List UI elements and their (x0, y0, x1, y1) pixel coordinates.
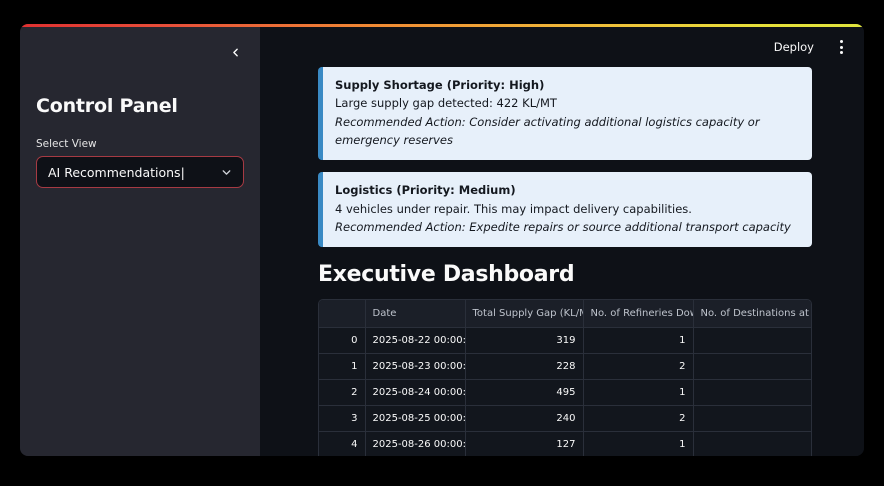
cell-destinations-high (693, 405, 811, 432)
column-header-supply-gap[interactable]: Total Supply Gap (KL/MT) (465, 300, 584, 328)
alert-title: Supply Shortage (Priority: High) (335, 78, 545, 92)
cell-refineries-down: 1 (583, 327, 694, 354)
cell-date: 2025-08-24 00:00:00 (365, 379, 466, 406)
accent-gradient-bar (20, 24, 864, 27)
alert-recommended-action: Recommended Action: Expedite repairs or … (335, 220, 791, 235)
menu-dot (839, 45, 843, 49)
table-row[interactable]: 4 2025-08-26 00:00:00 127 1 (319, 431, 811, 456)
cell-supply-gap: 228 (465, 353, 584, 380)
cell-destinations-high (693, 379, 811, 406)
menu-dot (839, 40, 843, 43)
cell-refineries-down: 2 (583, 405, 694, 432)
main-toolbar: Deploy (260, 27, 864, 67)
cell-date: 2025-08-26 00:00:00 (365, 431, 466, 456)
column-header-refineries-down[interactable]: No. of Refineries Down (583, 300, 694, 328)
table-row[interactable]: 1 2025-08-23 00:00:00 228 2 (319, 353, 811, 380)
alert-recommended-action: Recommended Action: Consider activating … (335, 114, 760, 148)
select-view-text: AI Recommendations (48, 164, 181, 180)
sidebar-collapse-button[interactable] (222, 39, 248, 65)
window-body: Control Panel Select View AI Recommendat… (20, 27, 864, 456)
table-body: 0 2025-08-22 00:00:00 319 1 1 2025-08-23… (319, 327, 811, 456)
select-view-value: AI Recommendations| (48, 165, 214, 180)
column-header-index[interactable] (319, 300, 366, 328)
cell-index: 1 (319, 353, 366, 380)
alert-detail: Large supply gap detected: 422 KL/MT (335, 96, 557, 111)
menu-dot (839, 51, 843, 54)
cell-date: 2025-08-23 00:00:00 (365, 353, 466, 380)
app-window: Control Panel Select View AI Recommendat… (20, 24, 864, 456)
table-row[interactable]: 0 2025-08-22 00:00:00 319 1 (319, 327, 811, 354)
main-content: Deploy Supply Shortage (Priority: High) … (260, 27, 864, 456)
text-cursor: | (180, 164, 185, 180)
sidebar-title: Control Panel (36, 95, 178, 117)
cell-index: 4 (319, 431, 366, 456)
table-row[interactable]: 2 2025-08-24 00:00:00 495 1 (319, 379, 811, 406)
main-scroll-area: Supply Shortage (Priority: High) Large s… (260, 67, 864, 456)
chevron-down-icon[interactable] (220, 166, 233, 179)
alert-card: Logistics (Priority: Medium) 4 vehicles … (318, 172, 812, 248)
data-table: Date Total Supply Gap (KL/MT) No. of Ref… (319, 300, 811, 456)
deploy-button[interactable]: Deploy (768, 36, 820, 58)
select-view-label: Select View (36, 138, 97, 150)
cell-supply-gap: 127 (465, 431, 584, 456)
cell-date: 2025-08-22 00:00:00 (365, 327, 466, 354)
select-view-dropdown[interactable]: AI Recommendations| (36, 156, 244, 188)
alert-detail: 4 vehicles under repair. This may impact… (335, 201, 692, 216)
cell-index: 2 (319, 379, 366, 406)
cell-refineries-down: 1 (583, 379, 694, 406)
cell-supply-gap: 319 (465, 327, 584, 354)
alert-card: Supply Shortage (Priority: High) Large s… (318, 67, 812, 161)
alert-title: Logistics (Priority: Medium) (335, 183, 516, 198)
cell-destinations-high (693, 353, 811, 380)
cell-supply-gap: 495 (465, 379, 584, 406)
column-header-date[interactable]: Date (365, 300, 466, 328)
cell-refineries-down: 2 (583, 353, 694, 380)
more-vertical-icon[interactable] (830, 36, 852, 58)
column-header-destinations-high[interactable]: No. of Destinations at High (693, 300, 811, 328)
cell-destinations-high (693, 327, 811, 354)
cell-refineries-down: 1 (583, 431, 694, 456)
page-title: Executive Dashboard (318, 262, 575, 288)
table-row[interactable]: 3 2025-08-25 00:00:00 240 2 (319, 405, 811, 432)
sidebar: Control Panel Select View AI Recommendat… (20, 27, 260, 456)
cell-destinations-high (693, 431, 811, 456)
cell-index: 3 (319, 405, 366, 432)
table-header-row: Date Total Supply Gap (KL/MT) No. of Ref… (319, 300, 811, 328)
table-header: Date Total Supply Gap (KL/MT) No. of Ref… (319, 300, 811, 328)
data-table-container[interactable]: Date Total Supply Gap (KL/MT) No. of Ref… (318, 299, 812, 456)
chevron-left-icon (229, 46, 242, 59)
cell-date: 2025-08-25 00:00:00 (365, 405, 466, 432)
cell-supply-gap: 240 (465, 405, 584, 432)
cell-index: 0 (319, 327, 366, 354)
